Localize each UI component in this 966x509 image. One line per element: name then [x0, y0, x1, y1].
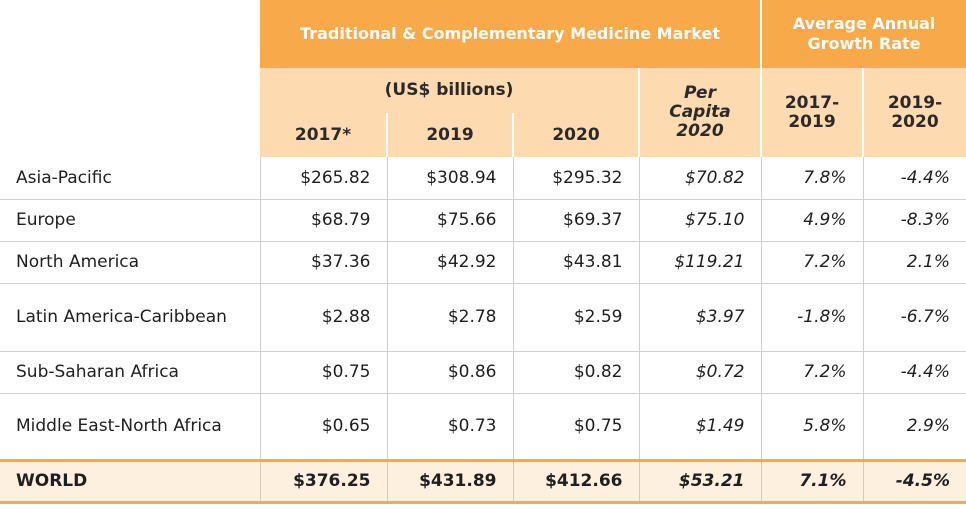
col-2020-header: 2020: [512, 113, 639, 157]
value-2020: $0.75: [512, 393, 639, 461]
table-row: North America $37.36 $42.92 $43.81 $119.…: [0, 241, 966, 284]
growth-2017-2019: 7.2%: [760, 351, 863, 394]
col-2017-header: 2017*: [260, 113, 387, 157]
table-row: Europe $68.79 $75.66 $69.37 $75.10 4.9% …: [0, 199, 966, 242]
table-row: Latin America-Caribbean $2.88 $2.78 $2.5…: [0, 283, 966, 352]
growth-2017-2019-header: 2017-2019: [760, 68, 863, 157]
usd-billions-header: (US$ billions): [260, 68, 639, 113]
value-2020: $2.59: [512, 283, 639, 352]
value-per-capita: $1.49: [638, 393, 761, 461]
value-2019: $308.94: [386, 157, 513, 200]
growth-2017-2019: 5.8%: [760, 393, 863, 461]
growth-2019-2020: -8.3%: [862, 199, 966, 242]
region-name: Europe: [0, 199, 260, 242]
value-2017: $0.65: [259, 393, 387, 461]
region-name: Sub-Saharan Africa: [0, 351, 260, 394]
value-2019: $0.73: [386, 393, 513, 461]
table-row: Sub-Saharan Africa $0.75 $0.86 $0.82 $0.…: [0, 351, 966, 394]
growth-2019-2020: -4.4%: [862, 351, 966, 394]
value-per-capita: $119.21: [638, 241, 761, 284]
growth-2019-2020: -6.7%: [862, 283, 966, 352]
growth-2017-2019: -1.8%: [760, 283, 863, 352]
world-label: WORLD: [0, 458, 260, 504]
table-row: Middle East-North Africa $0.65 $0.73 $0.…: [0, 393, 966, 461]
value-2019: $75.66: [386, 199, 513, 242]
world-2019: $431.89: [386, 458, 513, 504]
value-2020: $43.81: [512, 241, 639, 284]
world-2017: $376.25: [259, 458, 387, 504]
growth-2019-2020-header: 2019-2020: [862, 68, 966, 157]
growth-2019-2020: 2.1%: [862, 241, 966, 284]
value-per-capita: $0.72: [638, 351, 761, 394]
value-2017: $68.79: [259, 199, 387, 242]
world-per-capita: $53.21: [638, 458, 761, 504]
value-per-capita: $70.82: [638, 157, 761, 200]
growth-2017-2019: 7.2%: [760, 241, 863, 284]
value-2017: $37.36: [259, 241, 387, 284]
growth-group-header: Average Annual Growth Rate: [760, 0, 966, 68]
value-2020: $69.37: [512, 199, 639, 242]
value-per-capita: $75.10: [638, 199, 761, 242]
table-row: Asia-Pacific $265.82 $308.94 $295.32 $70…: [0, 157, 966, 200]
growth-2019-2020: -4.4%: [862, 157, 966, 200]
value-2019: $42.92: [386, 241, 513, 284]
region-name: North America: [0, 241, 260, 284]
value-2019: $2.78: [386, 283, 513, 352]
world-growth-2017-2019: 7.1%: [760, 458, 863, 504]
world-total-row: WORLD $376.25 $431.89 $412.66 $53.21 7.1…: [0, 458, 966, 504]
value-2017: $2.88: [259, 283, 387, 352]
growth-2017-2019: 7.8%: [760, 157, 863, 200]
growth-2017-2019: 4.9%: [760, 199, 863, 242]
world-2020: $412.66: [512, 458, 639, 504]
value-2020: $295.32: [512, 157, 639, 200]
col-2019-header: 2019: [386, 113, 513, 157]
region-name: Asia-Pacific: [0, 157, 260, 200]
world-growth-2019-2020: -4.5%: [862, 458, 966, 504]
region-name: Middle East-North Africa: [0, 393, 260, 461]
corner-blank: [0, 0, 260, 157]
value-2019: $0.86: [386, 351, 513, 394]
value-2017: $265.82: [259, 157, 387, 200]
region-name: Latin America-Caribbean: [0, 283, 260, 352]
value-per-capita: $3.97: [638, 283, 761, 352]
value-2020: $0.82: [512, 351, 639, 394]
value-2017: $0.75: [259, 351, 387, 394]
growth-2019-2020: 2.9%: [862, 393, 966, 461]
per-capita-header: Per Capita 2020: [638, 68, 761, 157]
market-group-header: Traditional & Complementary Medicine Mar…: [260, 0, 761, 68]
